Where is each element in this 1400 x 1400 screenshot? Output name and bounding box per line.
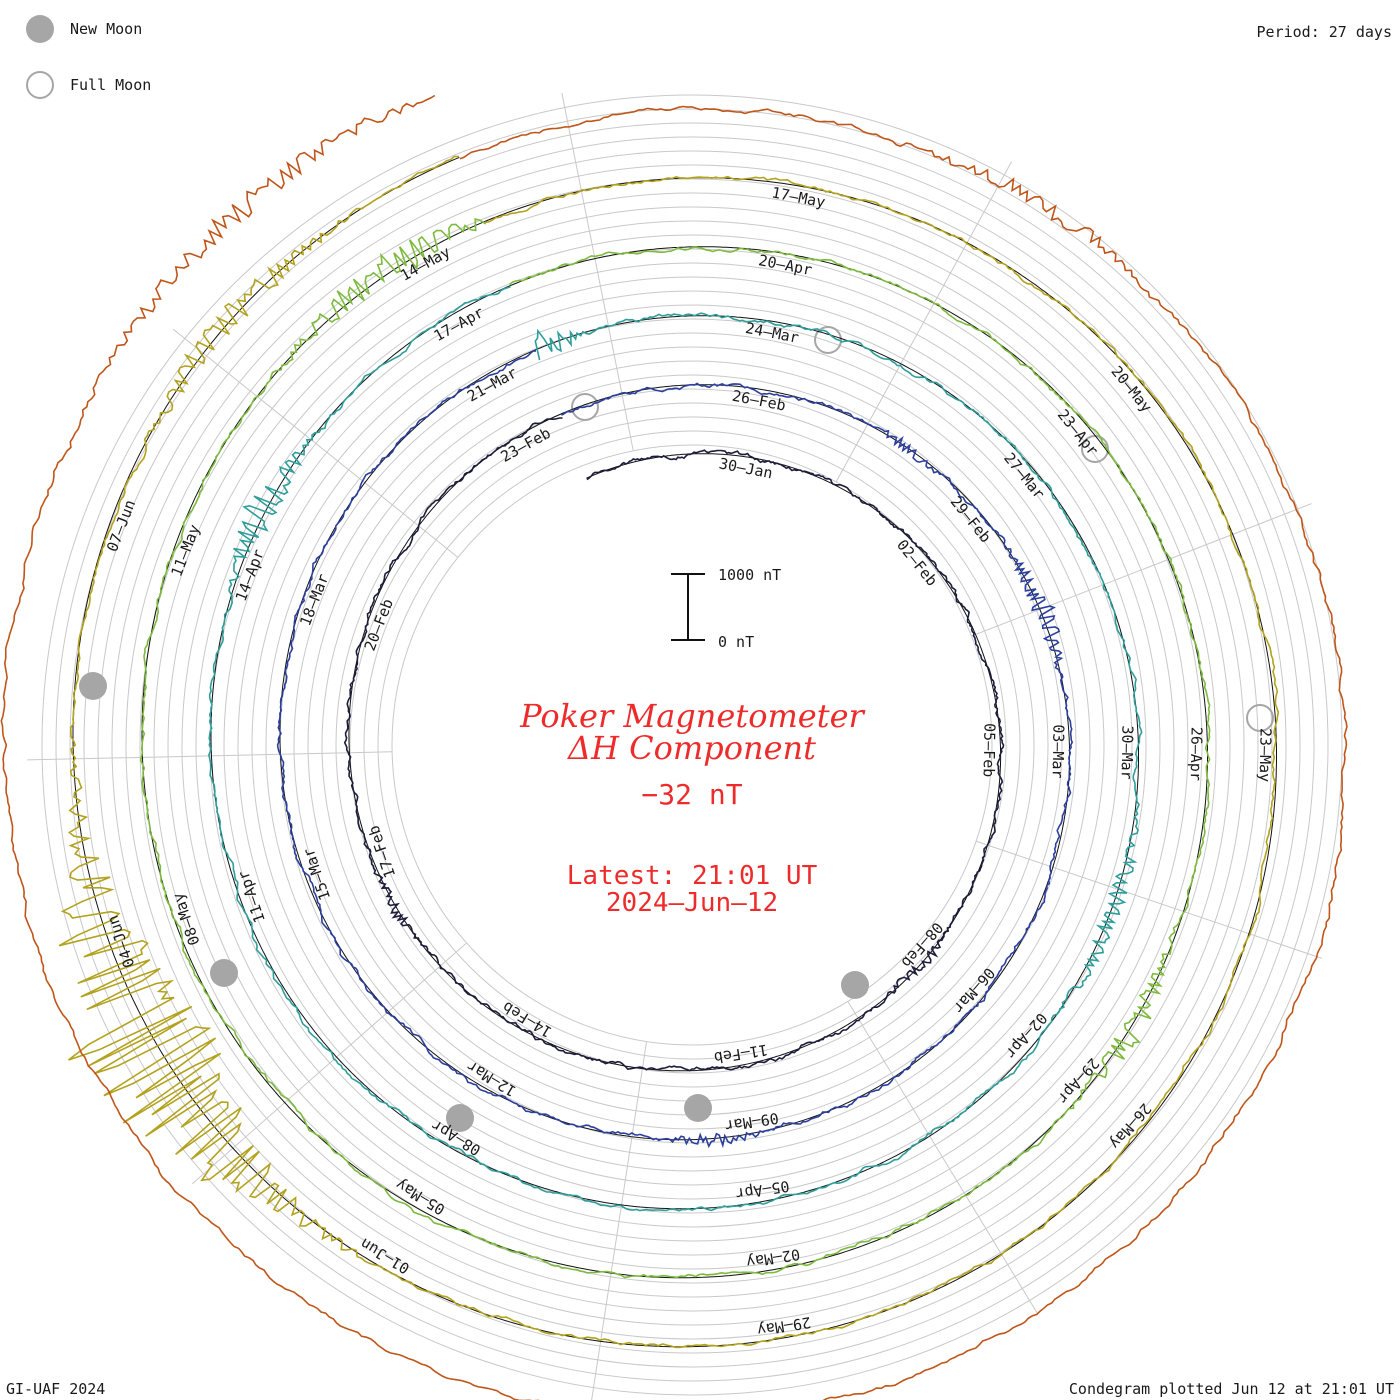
chart-title-line2: ΔH Component [566, 729, 816, 767]
grid-ring [265, 318, 1119, 1172]
date-label: 20–Apr [757, 251, 814, 279]
grid-spoke [191, 942, 467, 1185]
grid-ring [125, 178, 1259, 1312]
date-label: 01–Jun [357, 1234, 413, 1277]
date-label: 14–Feb [499, 998, 555, 1041]
series-trace [276, 350, 1074, 1149]
magnetometer-traces [0, 94, 1348, 1400]
grid-spoke [591, 1041, 648, 1400]
date-label: 18–Mar [296, 571, 332, 628]
new-moon-marker [446, 1104, 474, 1132]
series-trace [58, 155, 1280, 1349]
grid-ring [153, 206, 1231, 1284]
grid-ring [111, 164, 1273, 1326]
baseline-spiral [141, 221, 1208, 1279]
grid-spoke [975, 840, 1323, 959]
series-trace [207, 285, 1143, 1212]
grid-ring [69, 122, 1315, 1368]
date-label: 26–Feb [731, 387, 788, 415]
new-moon-icon [26, 15, 54, 43]
date-label: 07–Jun [103, 497, 139, 554]
legend-full-moon: Full Moon [26, 70, 151, 100]
polar-grid [27, 92, 1343, 1400]
center-text: Poker Magnetometer ΔH Component −32 nT L… [519, 697, 865, 918]
date-label: 30–Jan [717, 454, 774, 482]
date-label: 23–May [1256, 728, 1275, 782]
footer-credit: GI-UAF 2024 [6, 1380, 106, 1398]
moon-phase-markers [79, 326, 1274, 1132]
full-moon-marker [1246, 704, 1274, 732]
date-label: 26–Apr [1187, 727, 1206, 781]
grid-ring [223, 276, 1161, 1214]
new-moon-marker [79, 672, 107, 700]
date-label: 29–Feb [947, 493, 995, 546]
footer-plot-time: Condegram plotted Jun 12 at 21:01 UT [1068, 1380, 1394, 1398]
grid-ring [251, 304, 1133, 1186]
date-label: 21–Mar [464, 363, 520, 405]
full-moon-icon [26, 71, 54, 99]
grid-spoke [971, 503, 1312, 637]
grid-ring [97, 150, 1287, 1340]
grid-spoke [172, 328, 459, 558]
grid-ring [167, 220, 1217, 1270]
grid-ring [363, 416, 1021, 1074]
legend-new-moon: New Moon [26, 14, 142, 44]
legend-full-moon-label: Full Moon [70, 76, 152, 94]
date-label: 24–Mar [744, 319, 801, 347]
date-label: 03–Mar [1049, 724, 1068, 778]
series-trace [0, 94, 1348, 1400]
baseline-spiral [279, 349, 1070, 1141]
series-trace [343, 417, 1005, 1072]
date-label: 14–May [397, 243, 453, 285]
full-moon-marker [814, 326, 842, 354]
date-label: 30–Mar [1118, 725, 1137, 779]
new-moon-marker [210, 959, 238, 987]
grid-ring [55, 108, 1329, 1382]
grid-ring [237, 290, 1147, 1200]
grid-ring [181, 234, 1203, 1256]
new-moon-marker [684, 1094, 712, 1122]
grid-spoke [847, 1001, 1038, 1314]
period-label: Period: 27 days [1256, 23, 1392, 41]
date-label: 05–Apr [734, 1177, 790, 1203]
date-label: 29–May [756, 1313, 812, 1339]
date-label: 17–May [770, 183, 827, 211]
grid-spoke [835, 161, 1012, 483]
scale-bottom-label: 0 nT [718, 633, 754, 651]
grid-ring [83, 136, 1301, 1354]
chart-title-line1: Poker Magnetometer [519, 697, 865, 735]
series-trace [139, 217, 1211, 1279]
date-label: 05–Feb [980, 723, 999, 777]
grid-ring [349, 402, 1035, 1088]
grid-ring [139, 192, 1245, 1298]
full-moon-marker [571, 393, 599, 421]
legend-new-moon-label: New Moon [70, 20, 143, 38]
latest-date: 2024–Jun–12 [606, 888, 778, 918]
grid-ring [41, 94, 1343, 1396]
new-moon-marker [841, 971, 869, 999]
grid-spoke [561, 92, 634, 451]
scale-bar: 1000 nT 0 nT [671, 566, 781, 651]
grid-ring [307, 360, 1077, 1130]
current-value: −32 nT [641, 778, 742, 811]
latest-time: Latest: 21:01 UT [567, 861, 818, 891]
grid-ring [195, 248, 1189, 1242]
scale-top-label: 1000 nT [718, 566, 781, 584]
grid-ring [391, 444, 993, 1046]
grid-ring [377, 430, 1007, 1060]
